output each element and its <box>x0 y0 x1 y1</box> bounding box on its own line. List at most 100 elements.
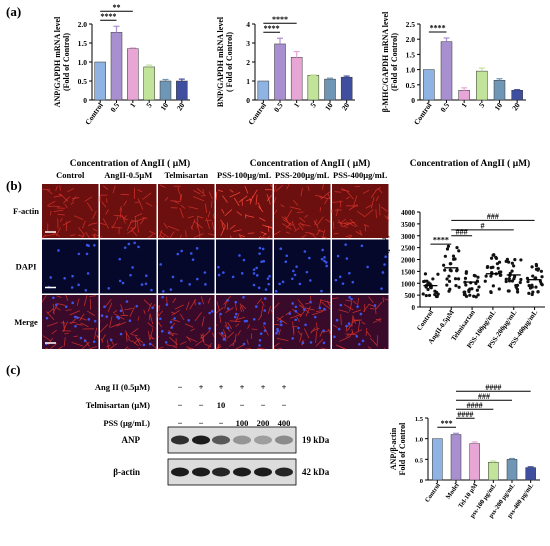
actin-fiber <box>273 197 277 204</box>
nucleus <box>204 283 207 286</box>
actin-fiber <box>211 222 215 232</box>
actin-fiber <box>186 335 191 342</box>
actin-fiber <box>239 303 245 312</box>
nucleus <box>279 247 283 251</box>
nucleus <box>242 342 246 346</box>
nucleus <box>188 283 191 286</box>
y-tick-label: 4 <box>246 20 250 29</box>
actin-fiber <box>89 295 97 298</box>
actin-fiber <box>313 220 319 229</box>
data-point <box>491 284 495 288</box>
nucleus <box>208 327 211 330</box>
nucleus <box>366 265 369 269</box>
nucleus <box>245 319 249 323</box>
actin-fiber <box>239 235 242 239</box>
actin-fiber <box>382 297 384 303</box>
actin-fiber <box>171 310 180 316</box>
actin-fiber <box>315 195 322 197</box>
nucleus <box>129 273 132 277</box>
actin-fiber <box>305 306 311 317</box>
nucleus <box>291 302 294 305</box>
actin-fiber <box>148 314 151 321</box>
actin-fiber <box>159 184 166 188</box>
nucleus <box>63 276 66 280</box>
x-tick-label: 10 <box>492 101 504 113</box>
panel-label-c: (c) <box>6 362 20 377</box>
actin-fiber <box>99 324 109 333</box>
actin-fiber <box>149 230 156 235</box>
bar <box>511 90 523 101</box>
data-point <box>516 290 520 294</box>
nucleus <box>76 316 79 320</box>
data-point <box>464 271 468 275</box>
data-point <box>499 270 503 274</box>
nucleus <box>258 246 262 250</box>
data-point <box>457 249 461 253</box>
actin-fiber <box>304 231 316 235</box>
actin-fiber <box>58 193 63 197</box>
actin-fiber <box>208 191 213 200</box>
actin-fiber <box>224 209 233 217</box>
nucleus <box>210 310 214 313</box>
actin-fiber <box>270 309 273 314</box>
actin-fiber <box>344 221 354 227</box>
actin-fiber <box>187 215 194 219</box>
bar <box>432 438 443 481</box>
actin-fiber <box>236 211 243 216</box>
actin-fiber <box>207 211 211 218</box>
data-point <box>463 276 468 280</box>
actin-fiber <box>276 316 287 325</box>
actin-fiber <box>63 196 71 204</box>
micro-column-label: Telmisartan <box>164 170 208 180</box>
actin-fiber <box>291 220 296 231</box>
actin-fiber <box>282 219 294 226</box>
bar <box>176 80 188 101</box>
treatment-value: + <box>282 382 287 392</box>
chart-bmhc: 0 0.5 1.0 1.5 2.0 2.5 β-MHC/GAPDH mRNA level(F… <box>381 11 526 127</box>
actin-fiber <box>119 208 122 219</box>
data-point <box>445 247 450 251</box>
actin-fiber <box>92 228 98 232</box>
actin-fiber <box>286 209 293 220</box>
bar <box>324 78 336 101</box>
nucleus <box>64 305 68 309</box>
nucleus <box>320 289 323 293</box>
nucleus <box>284 260 288 264</box>
significance-label: **** <box>433 236 449 245</box>
nucleus <box>191 258 195 261</box>
nucleus <box>309 300 312 304</box>
actin-fiber <box>204 203 208 213</box>
actin-fiber <box>149 313 154 325</box>
treatment-value: 200 <box>257 418 270 428</box>
actin-fiber <box>351 328 354 335</box>
y-axis-title: ANP/β-actinFold of Control <box>389 422 407 476</box>
nucleus <box>276 327 279 331</box>
nucleus <box>313 315 317 319</box>
data-point <box>534 262 538 267</box>
bar <box>340 76 353 101</box>
actin-fiber <box>257 202 262 211</box>
actin-fiber <box>191 218 196 230</box>
micro-image <box>100 239 157 294</box>
actin-fiber <box>129 328 139 335</box>
nucleus <box>222 271 225 274</box>
actin-fiber <box>53 195 61 198</box>
actin-fiber <box>180 204 186 209</box>
nucleus <box>208 311 211 315</box>
actin-fiber <box>372 319 380 324</box>
data-point <box>443 254 447 258</box>
nucleus <box>322 341 326 345</box>
actin-fiber <box>273 209 278 215</box>
nucleus <box>252 317 256 321</box>
nucleus <box>74 324 77 328</box>
micro-image <box>216 239 273 294</box>
bar <box>307 75 320 101</box>
actin-fiber <box>66 187 75 193</box>
actin-fiber <box>207 343 212 350</box>
nucleus <box>85 252 89 256</box>
actin-fiber <box>238 195 248 203</box>
y-tick-label: 0.5 <box>78 77 88 86</box>
actin-fiber <box>256 298 263 305</box>
bar <box>440 41 453 101</box>
nucleus <box>171 275 175 279</box>
